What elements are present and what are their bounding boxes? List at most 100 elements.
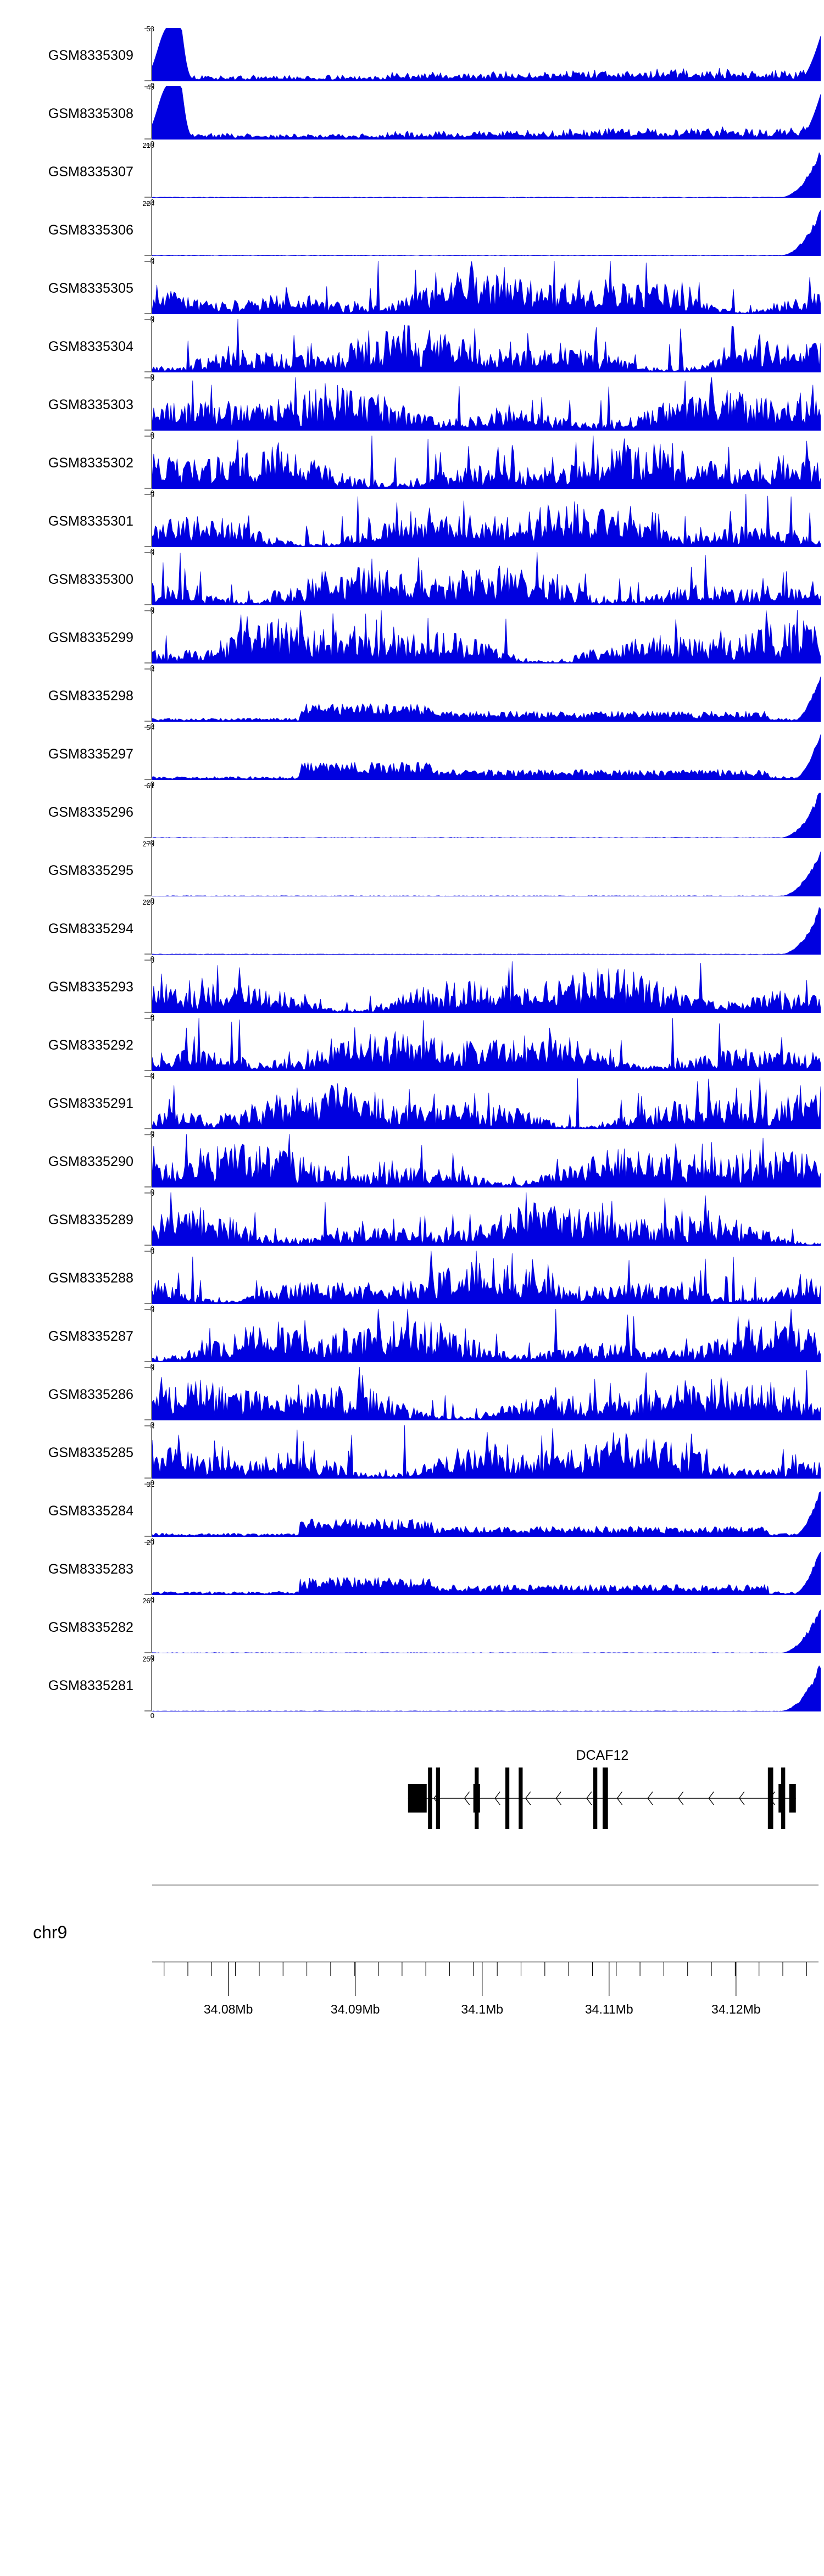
coverage-plot-area[interactable] xyxy=(152,436,821,489)
coverage-plot-area[interactable] xyxy=(152,552,821,605)
coverage-track-gsm8335301[interactable]: GSM8335301 5 0 xyxy=(0,490,824,555)
coverage-plot-area[interactable] xyxy=(152,144,821,198)
coverage-plot-area[interactable] xyxy=(152,1600,821,1653)
axis-max-value: 6 xyxy=(150,1073,154,1081)
coverage-plot-area[interactable] xyxy=(152,28,821,81)
coverage-plot-area[interactable] xyxy=(152,960,821,1013)
coverage-plot-area[interactable] xyxy=(152,1484,821,1537)
axis-tick-top xyxy=(144,610,152,611)
coverage-plot-area[interactable] xyxy=(152,785,821,838)
coverage-track-gsm8335296[interactable]: GSM8335296610 xyxy=(0,782,824,846)
axis-axis-line xyxy=(151,668,152,722)
coverage-track-gsm8335288[interactable]: GSM8335288 6 0 xyxy=(0,1247,824,1312)
axis-tick-bot xyxy=(144,1245,152,1246)
coverage-track-gsm8335297[interactable]: GSM8335297540 xyxy=(0,723,824,788)
coverage-plot-area[interactable] xyxy=(152,1192,821,1246)
axis-axis-line xyxy=(151,1018,152,1071)
axis-tick-top xyxy=(144,1076,152,1077)
axis-min-value: 0 xyxy=(150,955,154,963)
axis-axis-line xyxy=(151,727,152,780)
coverage-plot-area[interactable] xyxy=(152,203,821,256)
axis-axis-line xyxy=(151,203,152,256)
coverage-track-gsm8335289[interactable]: GSM8335289 5 0 xyxy=(0,1189,824,1254)
axis-tick-top xyxy=(144,785,152,786)
coverage-track-gsm8335290[interactable]: GSM8335290 5 0 xyxy=(0,1131,824,1196)
axis-tick-bot xyxy=(144,138,152,140)
track-sample-label: GSM8335282 xyxy=(48,1619,133,1635)
axis-tick-bot xyxy=(144,546,152,547)
coverage-plot-area[interactable] xyxy=(152,494,821,547)
coverage-plot-area[interactable] xyxy=(152,261,821,314)
axis-max-value: 6 xyxy=(150,316,154,324)
coverage-track-gsm8335305[interactable]: GSM8335305 6 0 xyxy=(0,258,824,322)
coverage-plot-area[interactable] xyxy=(152,1367,821,1420)
coverage-track-gsm8335304[interactable]: GSM8335304 6 0 xyxy=(0,316,824,381)
coverage-track-gsm8335302[interactable]: GSM8335302 5 0 xyxy=(0,432,824,497)
coverage-plot-area[interactable] xyxy=(152,1425,821,1479)
coverage-plot-area[interactable] xyxy=(152,1309,821,1362)
axis-min-value: 0 xyxy=(150,1129,154,1138)
coverage-track-gsm8335283[interactable]: GSM8335283290 xyxy=(0,1538,824,1603)
coverage-track-gsm8335307[interactable]: GSM83353072180 xyxy=(0,141,824,206)
axis-tick-bot xyxy=(144,1303,152,1304)
gene-model-graphic xyxy=(408,1767,796,1829)
axis-min-value: 0 xyxy=(150,780,154,788)
axis-axis-line xyxy=(151,1484,152,1537)
track-axis-wrapper: 2240 xyxy=(133,199,824,264)
coverage-plot-area[interactable] xyxy=(152,727,821,780)
coverage-track-gsm8335303[interactable]: GSM8335303 6 0 xyxy=(0,374,824,439)
track-axis-wrapper: 530 xyxy=(133,25,824,90)
coverage-track-gsm8335299[interactable]: GSM8335299 6 0 xyxy=(0,607,824,672)
coverage-plot-area[interactable] xyxy=(152,610,821,663)
coverage-track-gsm8335287[interactable]: GSM8335287 6 0 xyxy=(0,1306,824,1370)
axis-min-value: 0 xyxy=(150,1653,154,1661)
axis-axis-line xyxy=(151,261,152,314)
coverage-track-gsm8335306[interactable]: GSM83353062240 xyxy=(0,199,824,264)
coverage-plot-area[interactable] xyxy=(152,843,821,896)
coverage-plot-area[interactable] xyxy=(152,901,821,955)
coverage-track-gsm8335295[interactable]: GSM83352952760 xyxy=(0,840,824,905)
coverage-track-gsm8335286[interactable]: GSM8335286 6 0 xyxy=(0,1364,824,1429)
coverage-plot-area[interactable] xyxy=(152,1134,821,1187)
axis-min-value: 0 xyxy=(150,81,154,90)
axis-tick-bot xyxy=(144,371,152,372)
coverage-track-gsm8335285[interactable]: GSM8335285 4 0 xyxy=(0,1422,824,1487)
axis-axis-line xyxy=(151,1076,152,1129)
axis-tick-bot xyxy=(144,1012,152,1013)
coverage-plot-area[interactable] xyxy=(152,86,821,140)
coverage-plot-area[interactable] xyxy=(152,1251,821,1304)
coverage-track-gsm8335281[interactable]: GSM83352812560 xyxy=(0,1655,824,1720)
coverage-track-gsm8335309[interactable]: GSM8335309530 xyxy=(0,25,824,90)
track-sample-label: GSM8335306 xyxy=(48,222,133,238)
coverage-track-gsm8335291[interactable]: GSM8335291 6 0 xyxy=(0,1073,824,1138)
axis-axis-line xyxy=(151,1309,152,1362)
coverage-track-gsm8335300[interactable]: GSM8335300 6 0 xyxy=(0,549,824,614)
axis-min-value: 0 xyxy=(150,1187,154,1196)
axis-tick-top xyxy=(144,203,152,204)
coverage-plot-area[interactable] xyxy=(152,1658,821,1711)
track-axis-wrapper: 450 xyxy=(133,83,824,148)
axis-max-value: 4 xyxy=(150,1422,154,1430)
coverage-plot-area[interactable] xyxy=(152,1076,821,1129)
coverage-track-gsm8335282[interactable]: GSM83352822690 xyxy=(0,1597,824,1661)
coverage-track-gsm8335294[interactable]: GSM83352942200 xyxy=(0,898,824,963)
coverage-track-gsm8335292[interactable]: GSM8335292 5 0 xyxy=(0,1014,824,1079)
axis-axis-line xyxy=(151,377,152,431)
coverage-plot-area[interactable] xyxy=(152,1542,821,1595)
coverage-track-gsm8335308[interactable]: GSM8335308450 xyxy=(0,83,824,148)
axis-tick-top xyxy=(144,436,152,437)
coverage-track-gsm8335284[interactable]: GSM8335284320 xyxy=(0,1480,824,1545)
coverage-plot-area[interactable] xyxy=(152,668,821,722)
track-sample-label: GSM8335307 xyxy=(48,164,133,180)
coverage-plot-area[interactable] xyxy=(152,319,821,372)
track-sample-label: GSM8335289 xyxy=(48,1212,133,1228)
coverage-track-gsm8335298[interactable]: GSM8335298 4 0 xyxy=(0,665,824,730)
axis-axis-line xyxy=(151,1134,152,1187)
axis-max-value: 6 xyxy=(150,607,154,615)
coverage-plot-area[interactable] xyxy=(152,1018,821,1071)
coverage-plot-area[interactable] xyxy=(152,377,821,431)
coverage-track-gsm8335293[interactable]: GSM8335293 5 0 xyxy=(0,956,824,1021)
axis-max-value: 5 xyxy=(150,956,154,964)
